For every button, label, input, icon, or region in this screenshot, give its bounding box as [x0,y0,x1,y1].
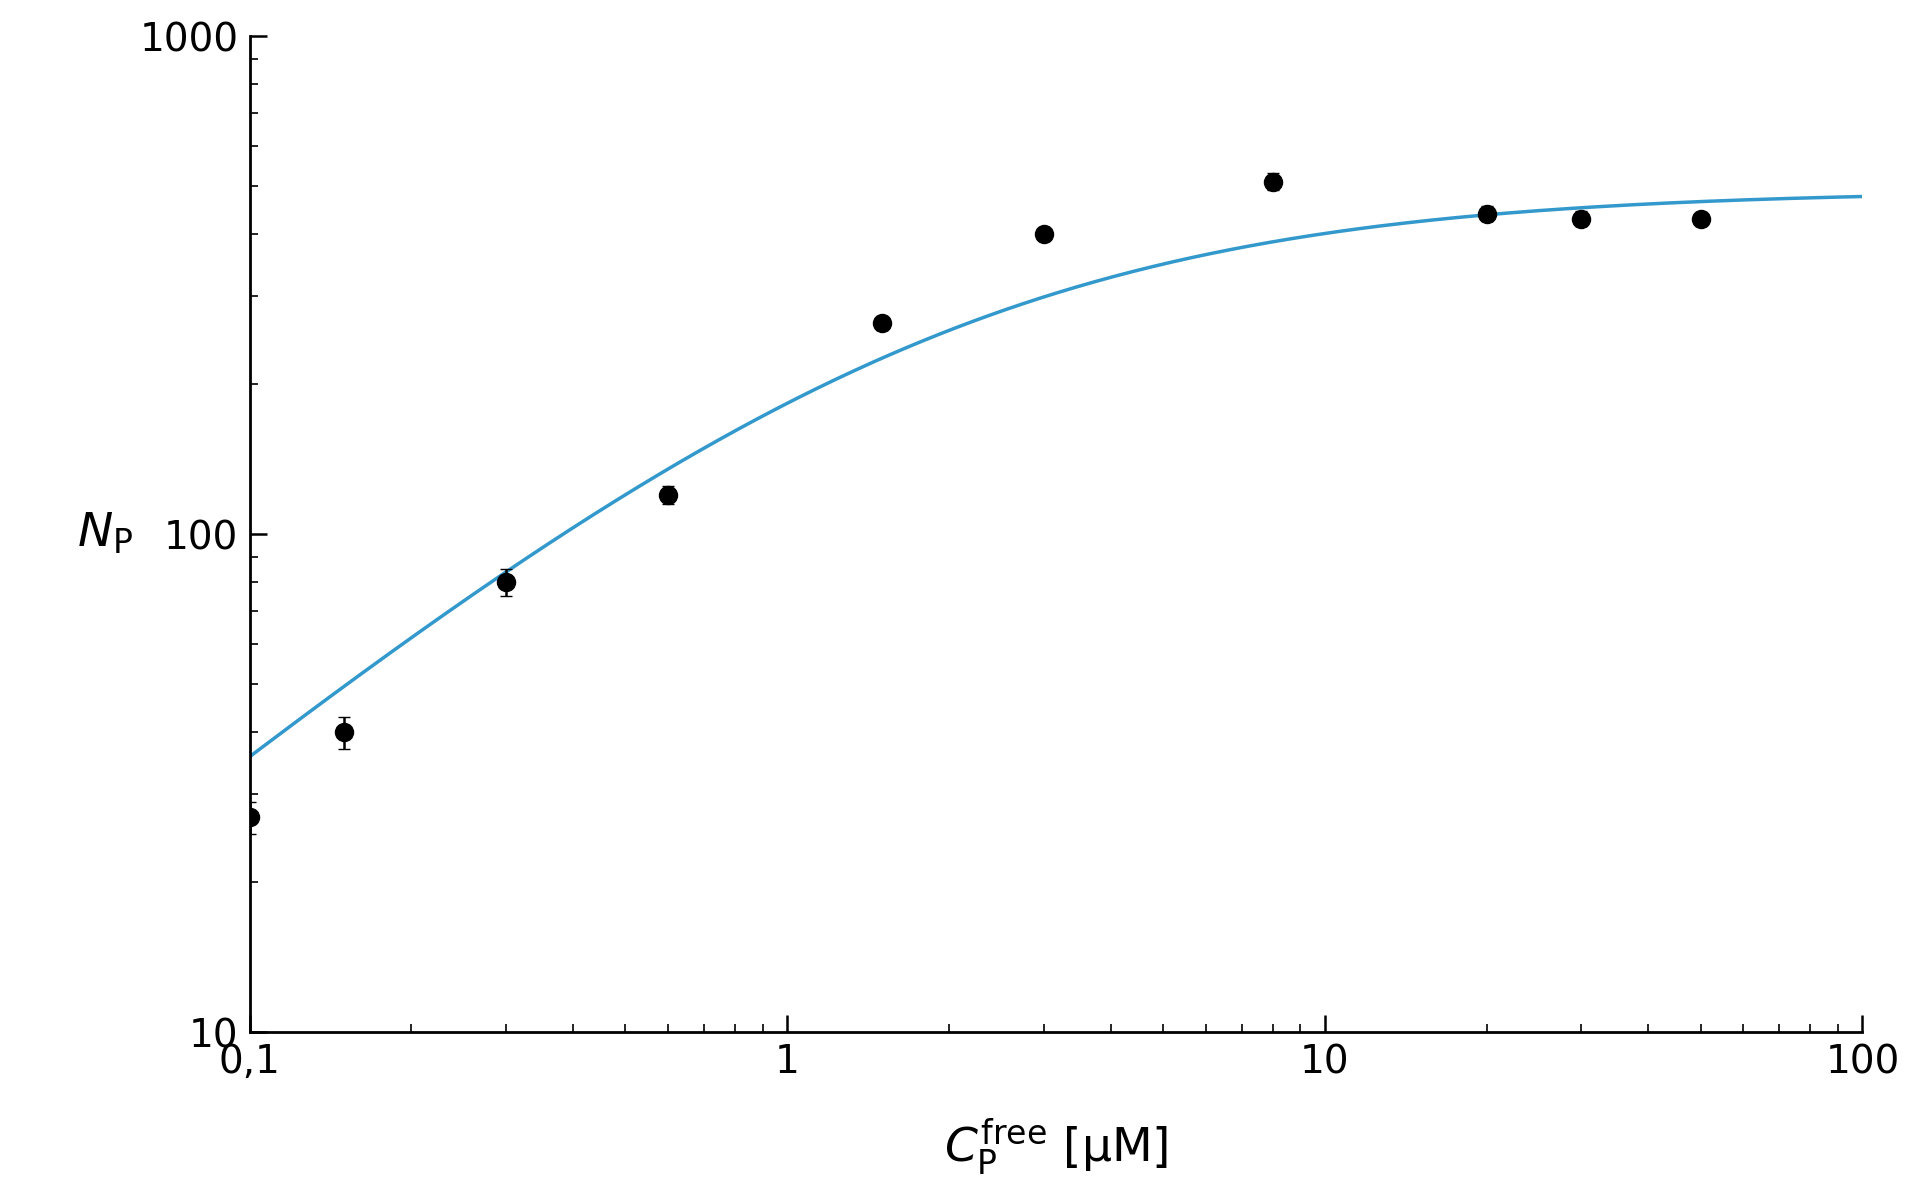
Y-axis label: $\mathit{N}_\mathrm{P}$: $\mathit{N}_\mathrm{P}$ [77,511,132,557]
X-axis label: $\mathit{C}_\mathrm{P}^\mathrm{free}$ [μM]: $\mathit{C}_\mathrm{P}^\mathrm{free}$ [μ… [945,1116,1167,1177]
